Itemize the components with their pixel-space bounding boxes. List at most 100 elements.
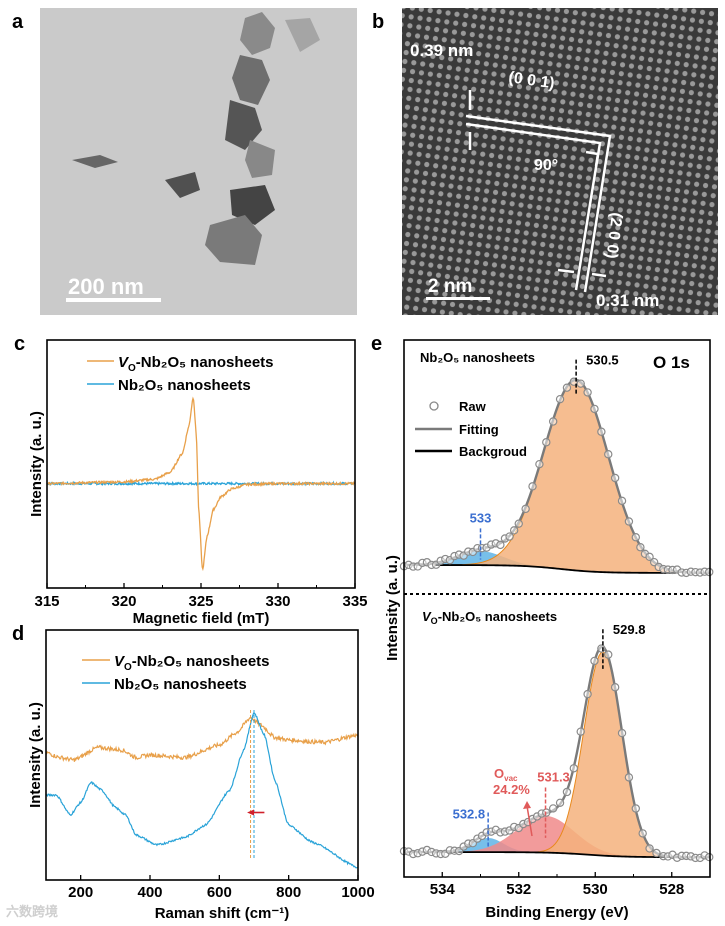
- y-axis-label-c: Intensity (a. u.): [28, 411, 45, 517]
- raw-data-point: [505, 532, 514, 541]
- raw-data-point: [528, 482, 537, 491]
- background-line: [434, 851, 676, 859]
- raw-data-point: [631, 533, 640, 542]
- panel-a: a 200 nm: [12, 8, 357, 315]
- peak-label-530.5: 530.5: [586, 353, 619, 368]
- panel-e: e 530.5 533 529.8 531.3 532.8 534 532 530 528 B…: [371, 333, 714, 921]
- x-tick-label-c: 320: [111, 593, 136, 610]
- x-tick-label-d: 600: [207, 884, 232, 901]
- legend-label-nb2o5: Nb₂O₅ nanosheets: [118, 377, 251, 394]
- raw-data-point: [597, 427, 606, 436]
- raw-data-point: [542, 808, 551, 817]
- y-axis-label-d: Intensity (a. u.): [27, 702, 44, 808]
- raw-data-point: [583, 689, 592, 699]
- d-spacing-001: 0.39 nm: [410, 41, 473, 60]
- raw-data-point: [590, 656, 599, 666]
- raw-data-point: [610, 473, 620, 483]
- hrtem-image: [402, 8, 718, 315]
- series-line-vo-nb2o5: [46, 396, 355, 572]
- raw-data-point: [555, 394, 565, 404]
- watermark: 六数跨境: [6, 904, 58, 919]
- background-line: [434, 564, 676, 574]
- scale-bar-label-b: 2 nm: [428, 276, 472, 297]
- raw-data-point: [597, 644, 606, 653]
- plot-frame-d: [45, 629, 359, 881]
- raw-data-point: [645, 844, 654, 853]
- raw-data-point: [652, 848, 661, 858]
- upper-sample-label: Nb₂O₅ nanosheets: [420, 350, 535, 365]
- lattice-annotation-lines: [465, 90, 612, 293]
- raw-data-point: [645, 552, 654, 562]
- x-ticks-e: 534 532 530 528: [403, 872, 711, 898]
- ovac-percent: 24.2%: [493, 782, 530, 797]
- panel-letter-b: b: [372, 11, 384, 33]
- raw-data-point: [624, 773, 634, 782]
- panel-letter-e: e: [371, 333, 382, 355]
- orbital-label: O 1s: [653, 353, 690, 372]
- raman-plot: [45, 710, 359, 869]
- angle-label: 90°: [534, 157, 558, 174]
- peak-label-532.8: 532.8: [453, 807, 486, 822]
- nanosheet-flakes: [72, 12, 320, 265]
- ovac-arrow-head: [523, 801, 531, 809]
- raw-data-point: [604, 450, 613, 459]
- x-tick-label-e: 530: [583, 881, 608, 898]
- x-tick-label-d: 400: [137, 884, 162, 901]
- d-spacing-200: 0.31 nm: [596, 291, 659, 310]
- epr-plot: [46, 396, 355, 572]
- raw-data-point: [610, 683, 620, 692]
- x-tick-label-c: 315: [34, 593, 59, 610]
- legend-c: VO-Nb₂O₅ nanosheets Nb₂O₅ nanosheets: [87, 354, 274, 394]
- panel-letter-a: a: [12, 11, 24, 33]
- raw-data-point: [624, 517, 634, 526]
- peak-fill-531.3: [434, 815, 676, 858]
- raw-data-point: [562, 383, 572, 392]
- x-tick-label-c: 325: [188, 593, 213, 610]
- x-ticks-c: 315 320 325 330 335: [34, 583, 368, 610]
- legend-raw-marker: [429, 401, 439, 411]
- plane-200-label: (2 0 0): [602, 212, 625, 260]
- panel-b: b 0.39 nm (0 0 1) 90° (2 0 0) 0.31 nm 2 …: [372, 8, 718, 315]
- raw-data-point: [509, 526, 519, 535]
- plane-001-label: (0 0 1): [507, 69, 555, 92]
- raw-data-point: [617, 728, 627, 738]
- x-tick-label-c: 335: [342, 593, 367, 610]
- scale-bar-b: [426, 297, 490, 300]
- ovac-arrow: [526, 805, 533, 837]
- raw-data-point: [583, 388, 592, 397]
- peak-fill-532.8: [434, 837, 676, 858]
- series-line-nb2o5: [45, 711, 359, 869]
- legend-raw-label: Raw: [459, 399, 487, 414]
- raw-data-point: [576, 379, 585, 388]
- ovac-label: Ovac: [494, 766, 518, 783]
- raw-data-point: [636, 543, 645, 552]
- scale-bar-label-a: 200 nm: [68, 274, 144, 299]
- legend-label-vo-d: VO-Nb₂O₅ nanosheets: [114, 653, 270, 673]
- x-tick-label-e: 528: [659, 881, 684, 898]
- panel-d: d 200 400 600 800 1000 Raman shift (cm⁻¹) In…: [6, 623, 375, 922]
- legend-e: Raw Fitting Backgroud: [415, 399, 527, 459]
- x-axis-label-e: Binding Energy (eV): [485, 904, 628, 921]
- legend-label-vo: VO-Nb₂O₅ nanosheets: [118, 354, 274, 374]
- raw-data-point: [542, 438, 551, 447]
- raw-data-point: [514, 519, 523, 528]
- peak-label-531.3: 531.3: [537, 770, 570, 785]
- raw-data-point: [569, 764, 579, 773]
- x-axis-label-c: Magnetic field (mT): [133, 610, 270, 627]
- series-line-vo-nb2o5: [45, 716, 359, 763]
- raw-data-point: [548, 417, 558, 426]
- raw-data-point: [521, 504, 530, 514]
- xps-plot: 530.5 533 529.8 531.3 532.8: [399, 353, 714, 863]
- peak-label-533: 533: [470, 510, 492, 525]
- raw-data-point: [617, 496, 627, 506]
- panel-letter-d: d: [12, 623, 24, 645]
- legend-d: VO-Nb₂O₅ nanosheets Nb₂O₅ nanosheets: [82, 653, 270, 693]
- x-tick-label-e: 534: [430, 881, 456, 898]
- x-tick-label-d: 200: [68, 884, 93, 901]
- legend-fit-label: Fitting: [459, 422, 499, 437]
- x-tick-label-e: 532: [506, 881, 531, 898]
- raw-data-point: [638, 829, 647, 838]
- x-tick-label-c: 330: [265, 593, 290, 610]
- raw-data-point: [562, 787, 572, 797]
